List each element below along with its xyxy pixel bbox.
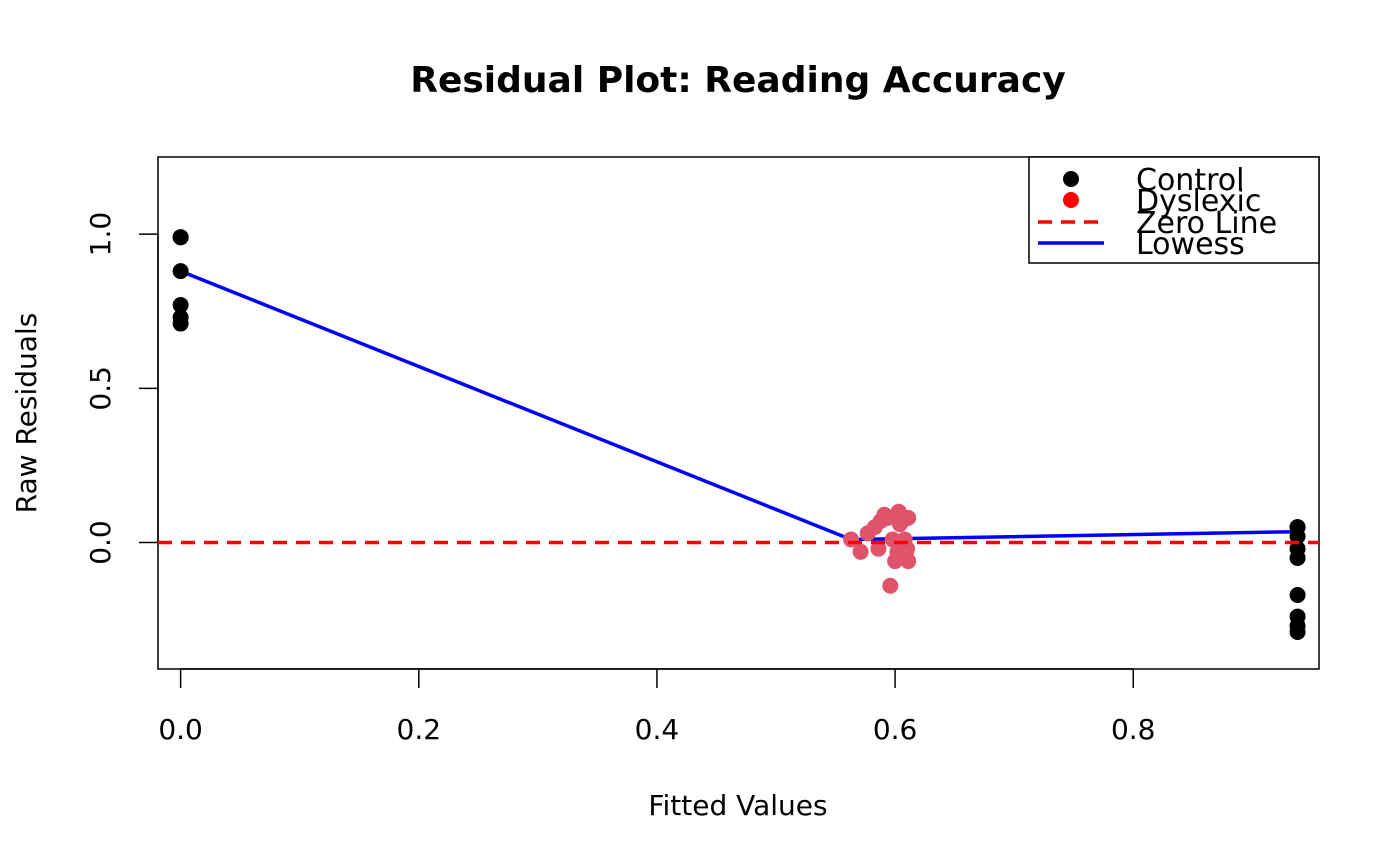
y-tick-label: 1.0: [84, 212, 117, 257]
data-point-control: [172, 263, 189, 280]
data-point-control: [1289, 549, 1306, 566]
legend-label: Control: [1136, 163, 1244, 198]
data-point-dyslexic: [900, 553, 917, 570]
legend-label: Zero Line: [1136, 206, 1277, 241]
data-point-dyslexic: [898, 540, 915, 557]
data-layer: [158, 229, 1319, 640]
x-tick-label: 0.8: [1111, 713, 1156, 746]
x-tick-label: 0.2: [397, 713, 442, 746]
legend-label: Dyslexic: [1136, 184, 1261, 219]
x-tick-label: 0.0: [158, 713, 203, 746]
data-point-dyslexic: [882, 577, 899, 594]
chart-title: Residual Plot: Reading Accuracy: [410, 60, 1066, 101]
legend-marker-control: [1063, 171, 1079, 187]
x-axis-label: Fitted Values: [648, 789, 827, 822]
data-point-control: [172, 297, 189, 314]
data-point-control: [1289, 586, 1306, 603]
data-point-control: [1289, 528, 1306, 545]
data-point-control: [1289, 623, 1306, 640]
plot-area: 0.0 0.2 0.4 0.6 0.8 0.0 0.5 1.0: [84, 156, 1320, 746]
data-point-dyslexic: [870, 540, 887, 557]
x-tick-label: 0.4: [635, 713, 680, 746]
y-axis-label: Raw Residuals: [10, 313, 43, 514]
data-point-control: [172, 315, 189, 332]
x-tick-label: 0.6: [873, 713, 918, 746]
data-point-control: [172, 229, 189, 246]
lowess-line: [179, 269, 1298, 542]
legend-label: Lowess: [1136, 227, 1245, 262]
data-point-dyslexic: [900, 509, 917, 526]
legend-marker-dyslexic: [1063, 192, 1079, 208]
y-tick-label: 0.5: [84, 366, 117, 411]
data-point-dyslexic: [852, 543, 869, 560]
y-tick-label: 0.0: [84, 520, 117, 565]
